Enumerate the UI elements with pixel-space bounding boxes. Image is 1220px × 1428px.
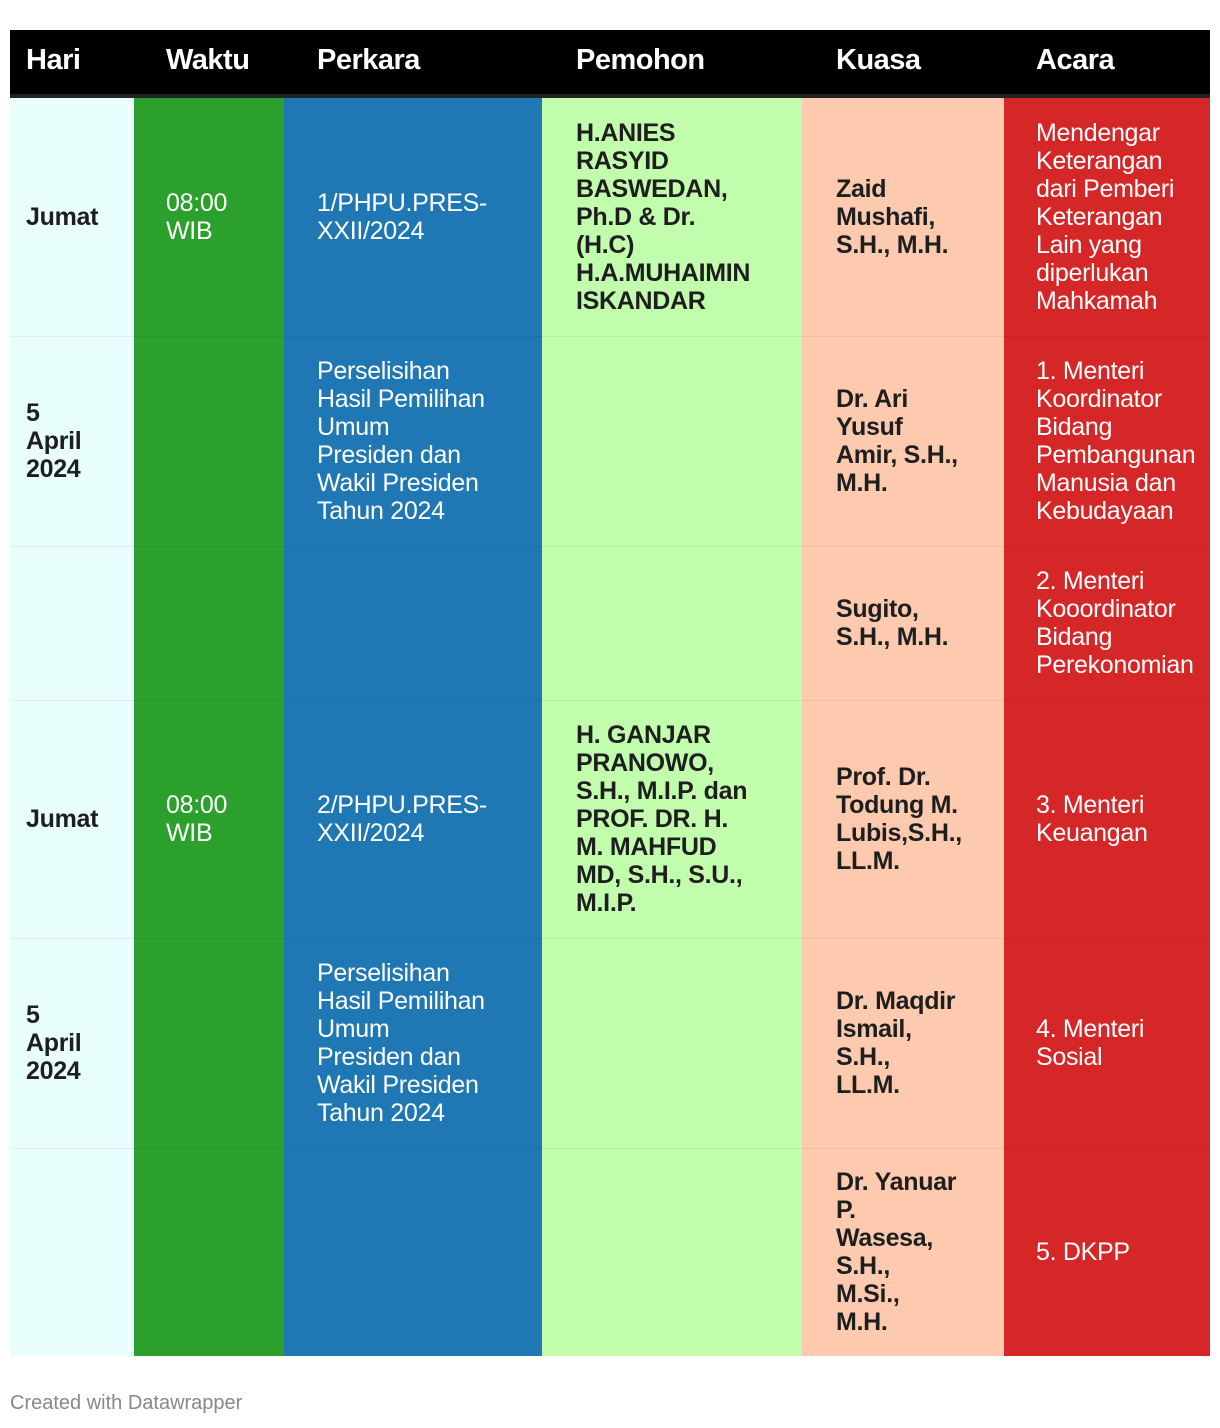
column-kuasa-bg: [802, 98, 1004, 1356]
cell-perkara: [317, 1148, 542, 1356]
cell-kuasa: Prof. Dr. Todung M. Lubis,S.H., LL.M.: [836, 700, 1004, 938]
cell-perkara: 1/PHPU.PRES- XXII/2024: [317, 98, 542, 336]
cell-acara: 1. Menteri Koordinator Bidang Pembanguna…: [1036, 336, 1210, 546]
cell-kuasa: Dr. Yanuar P. Wasesa, S.H., M.Si., M.H.: [836, 1148, 1004, 1356]
header-kuasa[interactable]: Kuasa: [836, 44, 921, 76]
cell-waktu: 08:00 WIB: [166, 98, 284, 336]
cell-acara: 4. Menteri Sosial: [1036, 938, 1210, 1148]
cell-acara: 2. Menteri Kooordinator Bidang Perekonom…: [1036, 546, 1210, 700]
column-hari-bg: [10, 98, 134, 1356]
cell-pemohon: [576, 546, 802, 700]
cell-waktu: [166, 1148, 284, 1356]
cell-waktu: [166, 938, 284, 1148]
cell-text-acara: Mendengar Keterangan dari Pemberi Ketera…: [1036, 119, 1175, 315]
cell-text-kuasa: Dr. Ari Yusuf Amir, S.H., M.H.: [836, 385, 958, 497]
cell-kuasa: Dr. Maqdir Ismail, S.H., LL.M.: [836, 938, 1004, 1148]
schedule-table: Hari Waktu Perkara Pemohon Kuasa Acara J…: [10, 30, 1210, 1356]
cell-hari: Jumat: [26, 98, 134, 336]
cell-hari: Jumat: [26, 700, 134, 938]
cell-text-perkara: 1/PHPU.PRES- XXII/2024: [317, 189, 488, 245]
cell-text-pemohon: H. GANJAR PRANOWO, S.H., M.I.P. dan PROF…: [576, 721, 748, 917]
table-header: Hari Waktu Perkara Pemohon Kuasa Acara: [10, 30, 1210, 98]
row-divider: [10, 336, 1210, 337]
column-acara-bg: [1004, 98, 1210, 1356]
header-waktu[interactable]: Waktu: [166, 44, 250, 76]
cell-text-hari: 5 April 2024: [26, 1001, 82, 1085]
cell-kuasa: Zaid Mushafi, S.H., M.H.: [836, 98, 1004, 336]
cell-acara: Mendengar Keterangan dari Pemberi Ketera…: [1036, 98, 1210, 336]
cell-text-perkara: Perselisihan Hasil Pemilihan Umum Presid…: [317, 357, 485, 525]
cell-text-hari: 5 April 2024: [26, 399, 82, 483]
cell-hari: [26, 1148, 134, 1356]
cell-text-kuasa: Dr. Maqdir Ismail, S.H., LL.M.: [836, 987, 956, 1099]
cell-hari: 5 April 2024: [26, 336, 134, 546]
header-perkara[interactable]: Perkara: [317, 44, 420, 76]
cell-perkara: 2/PHPU.PRES- XXII/2024: [317, 700, 542, 938]
cell-acara: 3. Menteri Keuangan: [1036, 700, 1210, 938]
cell-waktu: [166, 336, 284, 546]
cell-text-perkara: 2/PHPU.PRES- XXII/2024: [317, 791, 488, 847]
cell-acara: 5. DKPP: [1036, 1148, 1210, 1356]
cell-perkara: [317, 546, 542, 700]
cell-text-kuasa: Zaid Mushafi, S.H., M.H.: [836, 175, 949, 259]
footer-credit: Created with Datawrapper: [10, 1392, 243, 1414]
cell-text-acara: 1. Menteri Koordinator Bidang Pembanguna…: [1036, 357, 1196, 525]
cell-text-kuasa: Dr. Yanuar P. Wasesa, S.H., M.Si., M.H.: [836, 1168, 957, 1336]
cell-text-acara: 5. DKPP: [1036, 1238, 1130, 1266]
cell-text-acara: 4. Menteri Sosial: [1036, 1015, 1145, 1071]
cell-pemohon: [576, 1148, 802, 1356]
cell-text-perkara: Perselisihan Hasil Pemilihan Umum Presid…: [317, 959, 485, 1127]
cell-waktu: 08:00 WIB: [166, 700, 284, 938]
cell-hari: 5 April 2024: [26, 938, 134, 1148]
cell-text-hari: Jumat: [26, 805, 99, 833]
row-divider: [10, 700, 1210, 701]
cell-hari: [26, 546, 134, 700]
row-divider: [10, 1148, 1210, 1149]
cell-text-acara: 2. Menteri Kooordinator Bidang Perekonom…: [1036, 567, 1194, 679]
cell-perkara: Perselisihan Hasil Pemilihan Umum Presid…: [317, 336, 542, 546]
cell-pemohon: H. GANJAR PRANOWO, S.H., M.I.P. dan PROF…: [576, 700, 802, 938]
header-pemohon[interactable]: Pemohon: [576, 44, 705, 76]
cell-text-kuasa: Prof. Dr. Todung M. Lubis,S.H., LL.M.: [836, 763, 962, 875]
cell-text-hari: Jumat: [26, 203, 99, 231]
cell-perkara: Perselisihan Hasil Pemilihan Umum Presid…: [317, 938, 542, 1148]
row-divider: [10, 938, 1210, 939]
cell-text-acara: 3. Menteri Keuangan: [1036, 791, 1148, 847]
cell-pemohon: [576, 938, 802, 1148]
cell-text-kuasa: Sugito, S.H., M.H.: [836, 595, 949, 651]
cell-kuasa: Dr. Ari Yusuf Amir, S.H., M.H.: [836, 336, 1004, 546]
cell-kuasa: Sugito, S.H., M.H.: [836, 546, 1004, 700]
header-hari[interactable]: Hari: [26, 44, 81, 76]
cell-text-waktu: 08:00 WIB: [166, 791, 228, 847]
column-waktu-bg: [134, 98, 284, 1356]
cell-text-waktu: 08:00 WIB: [166, 189, 228, 245]
column-perkara-bg: [284, 98, 542, 1356]
row-divider: [10, 546, 1210, 547]
cell-text-pemohon: H.ANIES RASYID BASWEDAN, Ph.D & Dr. (H.C…: [576, 119, 751, 315]
cell-pemohon: H.ANIES RASYID BASWEDAN, Ph.D & Dr. (H.C…: [576, 98, 802, 336]
header-acara[interactable]: Acara: [1036, 44, 1115, 76]
cell-waktu: [166, 546, 284, 700]
column-pemohon-bg: [542, 98, 802, 1356]
cell-pemohon: [576, 336, 802, 546]
